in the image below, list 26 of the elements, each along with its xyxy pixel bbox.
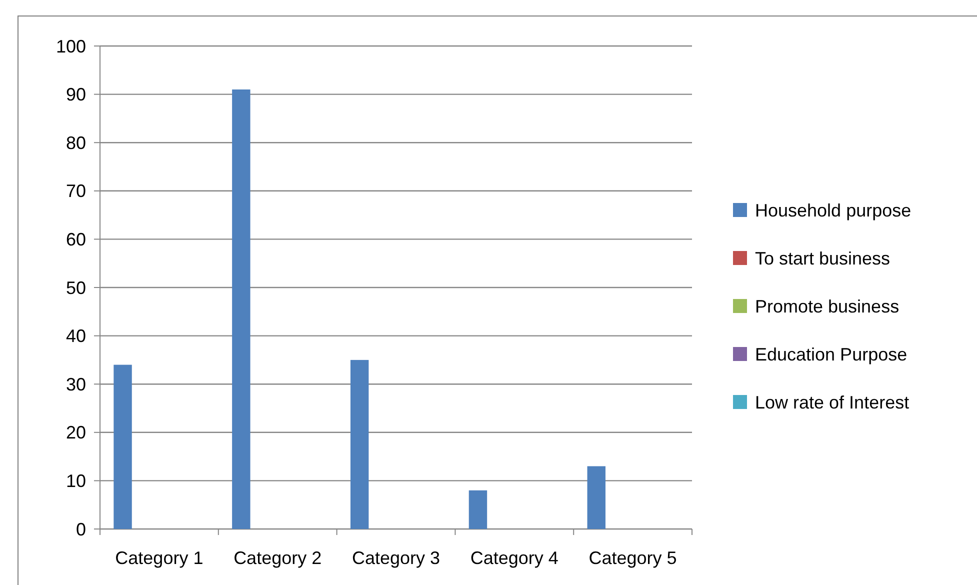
bar <box>232 89 250 529</box>
y-tick-label: 40 <box>66 326 86 346</box>
bar <box>587 466 606 529</box>
legend-label: Education Purpose <box>755 344 908 364</box>
y-tick-label: 0 <box>76 519 86 540</box>
x-tick-label: Category 4 <box>470 548 558 568</box>
y-tick-label: 50 <box>66 278 86 298</box>
y-tick-label: 90 <box>66 84 86 105</box>
y-tick-label: 60 <box>66 230 86 250</box>
y-tick-label: 10 <box>66 471 86 491</box>
x-tick-label: Category 3 <box>352 548 440 568</box>
bar <box>350 360 369 529</box>
x-tick-label: Category 1 <box>115 548 204 568</box>
legend-label: Household purpose <box>755 200 912 220</box>
bar <box>114 364 132 529</box>
legend-label: To start business <box>755 248 890 268</box>
x-tick-label: Category 5 <box>588 548 677 568</box>
legend-label: Low rate of Interest <box>755 392 910 412</box>
bar <box>468 490 488 529</box>
y-tick-label: 100 <box>56 36 86 56</box>
y-tick-label: 20 <box>66 422 86 443</box>
x-tick-label: Category 2 <box>234 548 322 568</box>
legend-label: Promote business <box>755 296 900 316</box>
y-tick-label: 70 <box>66 181 86 202</box>
y-tick-label: 80 <box>66 132 86 153</box>
y-tick-label: 30 <box>66 374 86 394</box>
